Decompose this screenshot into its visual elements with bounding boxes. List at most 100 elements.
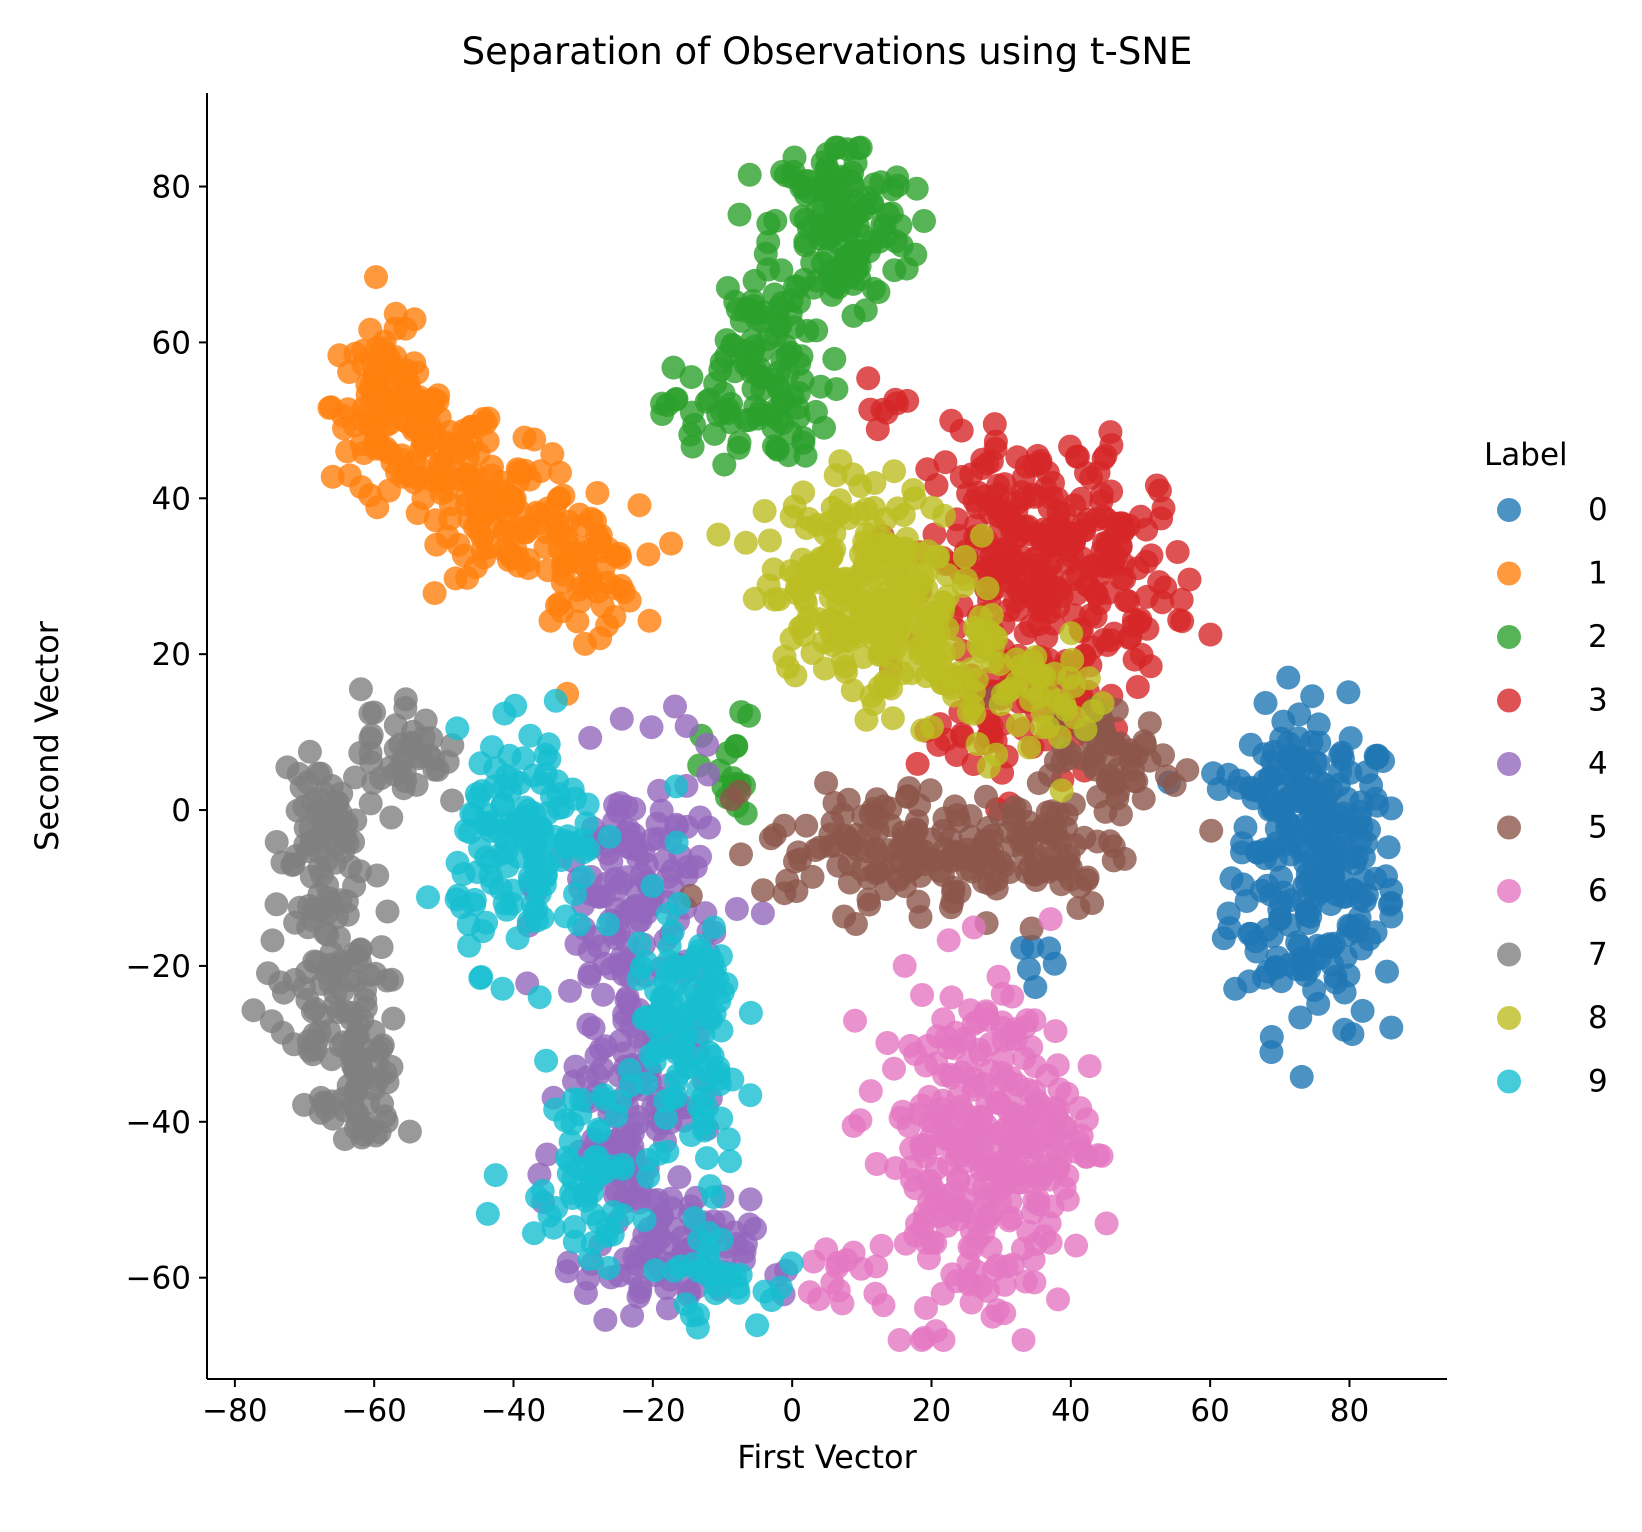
point-8	[1060, 647, 1085, 672]
point-1	[455, 565, 480, 590]
point-9	[706, 1055, 731, 1080]
point-9	[695, 1146, 719, 1171]
point-4	[639, 715, 664, 740]
point-8	[952, 545, 977, 569]
point-9	[465, 860, 490, 885]
y-tick-label: −40	[126, 1105, 191, 1141]
point-4	[733, 1231, 758, 1256]
point-0	[1338, 726, 1363, 751]
point-2	[726, 435, 751, 460]
point-9	[696, 1221, 721, 1245]
point-8	[975, 576, 1000, 601]
point-9	[556, 1161, 581, 1186]
point-7	[305, 761, 330, 786]
point-6	[834, 1248, 859, 1273]
point-6	[1094, 1211, 1119, 1236]
point-2	[786, 405, 811, 429]
point-7	[315, 962, 340, 986]
point-9	[690, 1101, 715, 1126]
point-7	[369, 935, 394, 960]
point-9	[490, 976, 515, 1001]
point-8	[827, 501, 851, 526]
point-6	[807, 1287, 831, 1312]
point-6	[910, 983, 935, 1007]
point-6	[933, 1104, 958, 1129]
point-3	[1125, 675, 1150, 699]
point-6	[936, 928, 961, 953]
point-1	[422, 420, 447, 445]
point-9	[570, 864, 595, 889]
point-3	[1011, 465, 1036, 490]
point-0	[1016, 957, 1041, 981]
point-2	[870, 212, 895, 237]
point-9	[597, 824, 622, 849]
point-2	[765, 437, 790, 462]
y-tick-label: 0	[171, 793, 191, 829]
point-0	[1289, 1064, 1314, 1089]
point-8	[882, 459, 907, 484]
point-9	[596, 1256, 621, 1280]
point-5	[1049, 872, 1074, 897]
point-0	[1347, 905, 1372, 930]
point-6	[869, 1233, 894, 1258]
point-9	[745, 1313, 770, 1338]
point-2	[812, 415, 836, 440]
point-8	[861, 626, 885, 651]
point-7	[381, 1006, 406, 1031]
point-1	[342, 413, 367, 438]
point-9	[685, 1315, 710, 1340]
point-3	[1027, 553, 1051, 578]
point-0	[1374, 864, 1398, 889]
point-3	[1153, 575, 1178, 600]
point-3	[976, 555, 1001, 580]
point-5	[977, 871, 1002, 896]
point-1	[364, 265, 388, 290]
point-1	[627, 493, 652, 518]
point-8	[784, 563, 809, 588]
legend-marker-1	[1497, 561, 1521, 586]
legend-marker-6	[1497, 879, 1521, 903]
point-5	[1056, 843, 1081, 868]
point-5	[1013, 825, 1038, 850]
point-6	[858, 1079, 883, 1104]
point-3	[1109, 566, 1134, 591]
point-9	[543, 1097, 568, 1122]
point-9	[542, 824, 567, 849]
point-1	[566, 577, 591, 602]
point-7	[304, 1028, 329, 1053]
point-9	[759, 1288, 784, 1313]
point-8	[1090, 691, 1115, 716]
point-0	[1317, 932, 1341, 957]
point-9	[456, 912, 481, 937]
point-8	[908, 641, 933, 666]
point-2	[882, 258, 907, 283]
point-9	[610, 1203, 635, 1228]
point-6	[992, 1272, 1017, 1297]
point-9	[546, 782, 571, 807]
point-2	[706, 402, 731, 427]
series-0	[1010, 665, 1404, 1089]
point-8	[969, 523, 994, 548]
point-4	[659, 1186, 684, 1211]
point-5	[897, 776, 922, 801]
point-0	[1306, 712, 1331, 737]
point-9	[607, 1089, 632, 1114]
point-3	[924, 473, 949, 498]
point-8	[819, 544, 844, 569]
point-1	[363, 360, 388, 385]
point-3	[1003, 589, 1028, 614]
point-5	[941, 880, 966, 904]
point-7	[362, 700, 387, 725]
point-2	[715, 276, 740, 300]
point-7	[259, 1009, 284, 1034]
point-9	[533, 742, 558, 767]
point-9	[468, 966, 493, 990]
point-8	[888, 579, 913, 604]
y-tick-label: −20	[126, 949, 191, 985]
point-9	[679, 1123, 704, 1148]
point-2	[734, 408, 758, 433]
point-5	[800, 864, 825, 889]
point-3	[1004, 491, 1029, 516]
point-6	[1064, 1233, 1089, 1258]
